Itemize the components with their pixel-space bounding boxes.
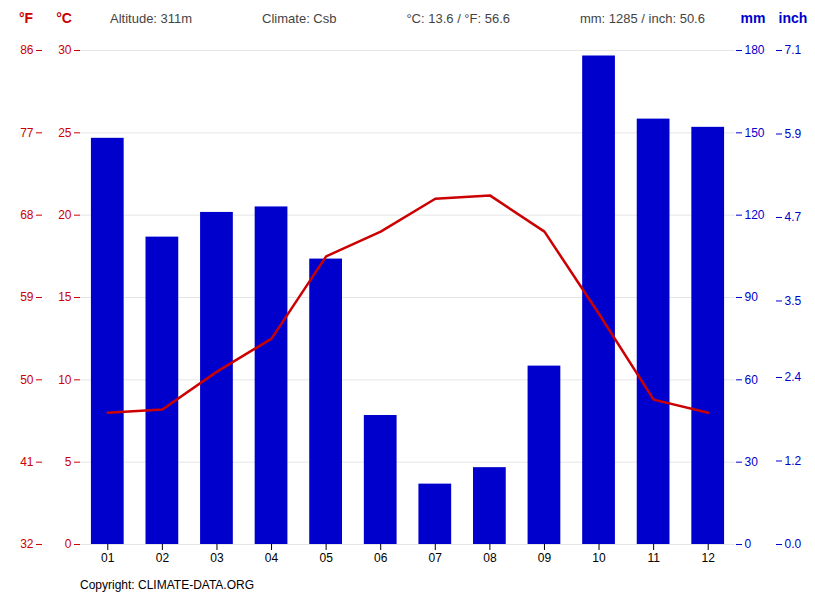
svg-text:3.5: 3.5 bbox=[785, 294, 802, 308]
html-text:Copyright: CLIMATE-DATA.ORG: Copyright: CLIMATE-DATA.ORG bbox=[80, 578, 254, 592]
svg-text:05: 05 bbox=[319, 551, 333, 565]
svg-text:7.1: 7.1 bbox=[785, 43, 802, 57]
svg-text:86: 86 bbox=[20, 43, 34, 57]
svg-text:02: 02 bbox=[156, 551, 170, 565]
svg-text:30: 30 bbox=[58, 43, 72, 57]
svg-text:10: 10 bbox=[58, 373, 72, 387]
svg-text:0: 0 bbox=[65, 537, 72, 551]
svg-text:08: 08 bbox=[483, 551, 497, 565]
html-text:°F: °F bbox=[18, 10, 34, 26]
html-text:°C: 13.6 / °F: 56.6: °C: 13.6 / °F: 56.6 bbox=[406, 11, 510, 26]
svg-text:4.7: 4.7 bbox=[785, 210, 802, 224]
svg-text:03: 03 bbox=[210, 551, 224, 565]
svg-text:50: 50 bbox=[20, 373, 34, 387]
svg-text:120: 120 bbox=[745, 208, 765, 222]
svg-text:60: 60 bbox=[745, 373, 759, 387]
svg-text:30: 30 bbox=[745, 455, 759, 469]
svg-text:59: 59 bbox=[20, 290, 34, 304]
html-text:mm: 1285 / inch: 50.6: mm: 1285 / inch: 50.6 bbox=[580, 11, 705, 26]
svg-text:2.4: 2.4 bbox=[785, 370, 802, 384]
svg-text:15: 15 bbox=[58, 290, 72, 304]
html-text:°C: °C bbox=[56, 10, 72, 26]
svg-text:04: 04 bbox=[265, 551, 279, 565]
svg-text:68: 68 bbox=[20, 208, 34, 222]
svg-text:0: 0 bbox=[745, 537, 752, 551]
html-text:mm: mm bbox=[740, 10, 766, 26]
svg-text:0.0: 0.0 bbox=[785, 537, 802, 551]
svg-text:77: 77 bbox=[20, 126, 34, 140]
svg-text:11: 11 bbox=[647, 551, 660, 565]
svg-text:180: 180 bbox=[745, 43, 765, 57]
html-text:Climate: Csb: Climate: Csb bbox=[262, 11, 337, 26]
svg-text:32: 32 bbox=[20, 537, 34, 551]
svg-text:5.9: 5.9 bbox=[785, 127, 802, 141]
svg-text:90: 90 bbox=[745, 290, 759, 304]
svg-text:150: 150 bbox=[745, 126, 765, 140]
svg-text:12: 12 bbox=[702, 551, 716, 565]
html-text:inch: inch bbox=[778, 10, 808, 26]
svg-text:20: 20 bbox=[58, 208, 72, 222]
html-text:Altitude: 311m: Altitude: 311m bbox=[110, 11, 193, 26]
svg-text:5: 5 bbox=[65, 455, 72, 469]
svg-text:41: 41 bbox=[20, 455, 34, 469]
svg-text:09: 09 bbox=[538, 551, 552, 565]
svg-text:25: 25 bbox=[58, 126, 72, 140]
svg-text:1.2: 1.2 bbox=[785, 454, 802, 468]
svg-text:06: 06 bbox=[374, 551, 388, 565]
svg-text:07: 07 bbox=[429, 551, 443, 565]
svg-text:10: 10 bbox=[592, 551, 606, 565]
svg-text:01: 01 bbox=[101, 551, 115, 565]
